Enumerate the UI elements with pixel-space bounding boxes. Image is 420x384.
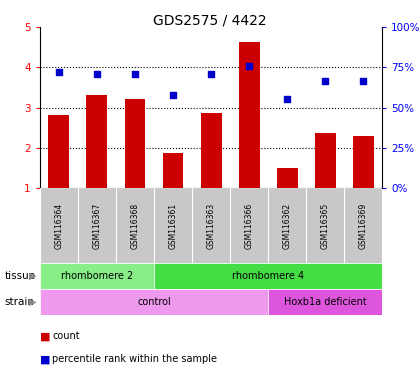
Text: tissue: tissue: [4, 271, 35, 281]
Point: [170, 92, 176, 98]
Point: [360, 78, 367, 84]
Bar: [192, 188, 230, 263]
Text: GSM116361: GSM116361: [168, 202, 178, 249]
Text: GSM116366: GSM116366: [244, 202, 254, 249]
Bar: [40, 188, 78, 263]
Point: [284, 96, 291, 102]
Text: count: count: [52, 331, 80, 341]
Point: [208, 71, 215, 77]
Bar: [78, 188, 116, 263]
Text: GSM116368: GSM116368: [131, 202, 139, 249]
Bar: [239, 42, 260, 188]
Bar: [48, 115, 69, 188]
Text: ■: ■: [40, 331, 50, 341]
Bar: [344, 188, 382, 263]
Bar: [116, 188, 154, 263]
Text: GSM116365: GSM116365: [320, 202, 330, 249]
Bar: [230, 188, 268, 263]
Text: rhombomere 4: rhombomere 4: [232, 271, 304, 281]
Text: GSM116364: GSM116364: [55, 202, 63, 249]
Bar: [40, 289, 268, 315]
Bar: [87, 95, 108, 188]
Text: GSM116362: GSM116362: [283, 202, 291, 249]
Bar: [201, 113, 221, 188]
Text: GSM116367: GSM116367: [92, 202, 102, 249]
Point: [322, 78, 328, 84]
Text: Hoxb1a deficient: Hoxb1a deficient: [284, 297, 367, 307]
Bar: [154, 263, 382, 289]
Text: GSM116363: GSM116363: [207, 202, 215, 249]
Bar: [268, 289, 382, 315]
Point: [55, 69, 62, 75]
Bar: [353, 136, 374, 188]
Bar: [163, 153, 184, 188]
Bar: [268, 188, 306, 263]
Bar: [277, 168, 298, 188]
Bar: [154, 188, 192, 263]
Bar: [306, 188, 344, 263]
Point: [131, 71, 138, 77]
Text: ▶: ▶: [29, 297, 36, 307]
Bar: [315, 132, 336, 188]
Point: [246, 63, 252, 70]
Bar: [124, 99, 145, 188]
Text: control: control: [137, 297, 171, 307]
Text: GSM116369: GSM116369: [359, 202, 368, 249]
Text: rhombomere 2: rhombomere 2: [61, 271, 133, 281]
Text: ▶: ▶: [29, 271, 36, 281]
Text: strain: strain: [4, 297, 34, 307]
Text: GDS2575 / 4422: GDS2575 / 4422: [153, 13, 267, 27]
Text: percentile rank within the sample: percentile rank within the sample: [52, 354, 218, 364]
Text: ■: ■: [40, 354, 50, 364]
Bar: [40, 263, 154, 289]
Point: [94, 71, 100, 77]
